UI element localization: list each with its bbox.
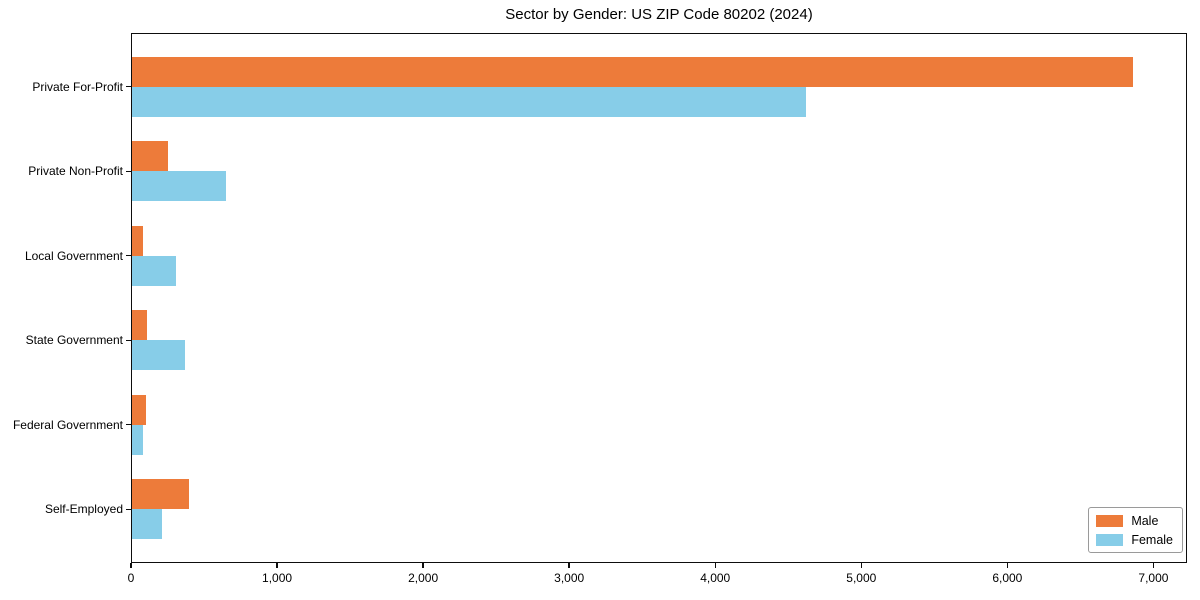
- ytick-mark: [126, 508, 131, 510]
- xtick-mark: [422, 563, 424, 568]
- female-color-swatch: [1096, 533, 1124, 546]
- bar-male-local-government: [131, 225, 143, 256]
- ytick-mark: [126, 170, 131, 172]
- xtick-mark: [276, 563, 278, 568]
- xtick-label-2000: 2,000: [408, 571, 439, 585]
- xtick-mark: [714, 563, 716, 568]
- ytick-mark: [126, 424, 131, 426]
- xtick-label-4000: 4,000: [700, 571, 731, 585]
- ytick-label-local-government: Local Government: [24, 248, 123, 263]
- legend-item-female: Female: [1096, 532, 1173, 547]
- xtick-label-7000: 7,000: [1138, 571, 1169, 585]
- xtick-label-3000: 3,000: [554, 571, 585, 585]
- bar-female-state-government: [131, 340, 186, 371]
- bar-male-state-government: [131, 310, 148, 341]
- xtick-mark: [860, 563, 862, 568]
- ytick-label-federal-government: Federal Government: [12, 417, 123, 432]
- bar-male-private-non-profit: [131, 141, 169, 172]
- ytick-label-self-employed: Self-Employed: [44, 502, 123, 517]
- xtick-mark: [130, 563, 132, 568]
- xtick-label-6000: 6,000: [992, 571, 1023, 585]
- bar-female-private-for-profit: [131, 86, 806, 117]
- legend-label-male: Male: [1131, 513, 1159, 528]
- ytick-label-private-for-profit: Private For-Profit: [32, 79, 123, 94]
- xtick-mark: [568, 563, 570, 568]
- male-color-swatch: [1096, 514, 1124, 527]
- ytick-mark: [126, 339, 131, 341]
- xtick-mark: [1006, 563, 1009, 568]
- xtick-mark: [1152, 563, 1155, 568]
- legend: Male Female: [1088, 507, 1183, 553]
- xtick-label-1000: 1,000: [262, 571, 293, 585]
- xtick-label-0: 0: [127, 571, 135, 585]
- legend-item-male: Male: [1096, 513, 1173, 528]
- legend-label-female: Female: [1131, 532, 1173, 547]
- bar-male-self-employed: [131, 479, 190, 510]
- chart-title: Sector by Gender: US ZIP Code 80202 (202…: [505, 6, 813, 23]
- ytick-label-state-government: State Government: [25, 333, 123, 348]
- bar-male-private-for-profit: [131, 56, 1133, 87]
- bar-female-self-employed: [131, 509, 162, 540]
- bar-female-federal-government: [131, 424, 144, 455]
- bar-female-private-non-profit: [131, 171, 226, 202]
- plot-area: Male Female: [131, 33, 1187, 563]
- bar-female-local-government: [131, 255, 177, 286]
- xtick-label-5000: 5,000: [846, 571, 877, 585]
- ytick-mark: [126, 255, 131, 257]
- ytick-label-private-non-profit: Private Non-Profit: [28, 164, 123, 179]
- ytick-mark: [126, 86, 131, 88]
- bar-male-federal-government: [131, 394, 146, 425]
